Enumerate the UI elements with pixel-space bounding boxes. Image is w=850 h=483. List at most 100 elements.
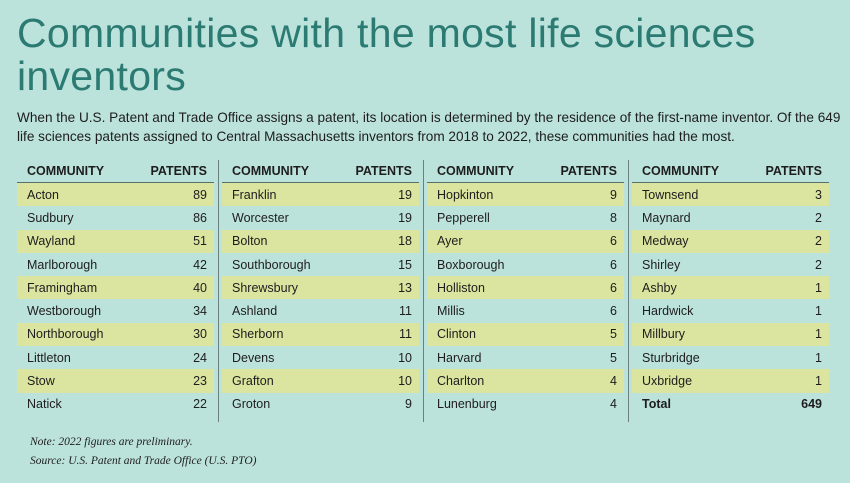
patents-cell: 649 — [801, 397, 822, 412]
table-header: COMMUNITY PATENTS — [17, 160, 214, 183]
table-row: Franklin 19 — [222, 183, 419, 207]
table-group: COMMUNITY PATENTS Hopkinton 9 Pepperell 8 Ayer… — [427, 160, 624, 416]
table-row: Sherborn 11 — [222, 322, 419, 347]
patents-cell: 9 — [405, 397, 412, 412]
table-row: Lunenburg 4 — [427, 393, 624, 416]
community-cell: Ashland — [232, 304, 278, 319]
patents-cell: 40 — [193, 280, 207, 295]
table-row: Millbury 1 — [632, 322, 829, 347]
community-cell: Franklin — [232, 187, 277, 202]
source-text: Source: U.S. Patent and Trade Office (U.… — [30, 455, 257, 467]
patents-cell: 10 — [398, 350, 412, 365]
total-row: Total 649 — [632, 393, 829, 416]
table-row: Maynard 2 — [632, 206, 829, 229]
table-row: Harvard 5 — [427, 346, 624, 369]
table-group: COMMUNITY PATENTS Townsend 3 Maynard 2 Medway 2… — [632, 160, 829, 416]
patents-cell: 2 — [815, 257, 822, 272]
community-cell: Charlton — [437, 374, 485, 389]
table-row: Ashland 11 — [222, 299, 419, 322]
community-cell: Clinton — [437, 327, 476, 342]
table-row: Pepperell 8 — [427, 206, 624, 229]
patents-cell: 22 — [193, 397, 207, 412]
patents-cell: 86 — [193, 210, 207, 225]
patents-cell: 19 — [398, 210, 412, 225]
community-cell: Northborough — [27, 327, 104, 342]
table-row: Shirley 2 — [632, 253, 829, 276]
patents-cell: 4 — [610, 374, 617, 389]
table-row: Charlton 4 — [427, 369, 624, 393]
table-row: Townsend 3 — [632, 183, 829, 207]
community-cell: Ashby — [642, 280, 677, 295]
community-cell: Ayer — [437, 234, 463, 249]
table-row: Medway 2 — [632, 229, 829, 253]
community-cell: Harvard — [437, 350, 482, 365]
intro-text: When the U.S. Patent and Trade Office as… — [17, 110, 841, 144]
table-row: Sturbridge 1 — [632, 346, 829, 369]
patents-cell: 42 — [193, 257, 207, 272]
community-cell: Bolton — [232, 234, 268, 249]
table-row: Clinton 5 — [427, 322, 624, 347]
patents-cell: 1 — [815, 350, 822, 365]
patents-cell: 24 — [193, 350, 207, 365]
table-row: Bolton 18 — [222, 229, 419, 253]
patents-table: COMMUNITY PATENTS Acton 89 Sudbury 86 Wayland 5… — [17, 160, 829, 422]
column-divider — [628, 160, 629, 422]
patents-cell: 2 — [815, 234, 822, 249]
patents-cell: 51 — [193, 234, 207, 249]
header-patents: PATENTS — [560, 164, 617, 178]
patents-cell: 11 — [399, 304, 412, 319]
header-community: COMMUNITY — [232, 164, 310, 178]
table-row: Devens 10 — [222, 346, 419, 369]
table-row: Hopkinton 9 — [427, 183, 624, 207]
table-group: COMMUNITY PATENTS Franklin 19 Worcester 19 Bol… — [222, 160, 419, 416]
table-row: Acton 89 — [17, 183, 214, 207]
community-cell: Millis — [437, 304, 465, 319]
table-row: Littleton 24 — [17, 346, 214, 369]
community-cell: Sherborn — [232, 327, 284, 342]
patents-cell: 10 — [398, 374, 412, 389]
patents-cell: 1 — [815, 327, 822, 342]
community-cell: Townsend — [642, 187, 699, 202]
community-cell: Boxborough — [437, 257, 505, 272]
community-cell: Framingham — [27, 280, 98, 295]
table-row: Grafton 10 — [222, 369, 419, 393]
table-row: Natick 22 — [17, 393, 214, 416]
table-row: Shrewsbury 13 — [222, 276, 419, 300]
table-group: COMMUNITY PATENTS Acton 89 Sudbury 86 Wayland 5… — [17, 160, 214, 416]
community-cell: Natick — [27, 397, 62, 412]
patents-cell: 5 — [610, 350, 617, 365]
community-cell: Maynard — [642, 210, 691, 225]
table-row: Stow 23 — [17, 369, 214, 393]
header-patents: PATENTS — [765, 164, 822, 178]
community-cell: Groton — [232, 397, 271, 412]
community-cell: Southborough — [232, 257, 311, 272]
patents-cell: 30 — [193, 327, 207, 342]
patents-cell: 6 — [610, 280, 617, 295]
community-cell: Uxbridge — [642, 374, 693, 389]
patents-cell: 6 — [610, 234, 617, 249]
patents-cell: 89 — [193, 187, 207, 202]
community-cell: Littleton — [27, 350, 71, 365]
community-cell: Shrewsbury — [232, 280, 298, 295]
table-header: COMMUNITY PATENTS — [222, 160, 419, 183]
patents-cell: 1 — [815, 374, 822, 389]
community-cell: Wayland — [27, 234, 76, 249]
community-cell: Medway — [642, 234, 689, 249]
patents-cell: 23 — [193, 374, 207, 389]
community-cell: Millbury — [642, 327, 686, 342]
patents-cell: 15 — [398, 257, 412, 272]
community-cell: Sudbury — [27, 210, 74, 225]
table-row: Uxbridge 1 — [632, 369, 829, 393]
community-cell: Worcester — [232, 210, 289, 225]
table-header: COMMUNITY PATENTS — [632, 160, 829, 183]
patents-cell: 34 — [193, 304, 207, 319]
table-row: Marlborough 42 — [17, 253, 214, 276]
patents-cell: 3 — [815, 187, 822, 202]
header-community: COMMUNITY — [642, 164, 720, 178]
community-cell: Devens — [232, 350, 275, 365]
patents-cell: 1 — [815, 280, 822, 295]
table-row: Groton 9 — [222, 393, 419, 416]
patents-cell: 13 — [398, 280, 412, 295]
community-cell: Sturbridge — [642, 350, 700, 365]
community-cell: Shirley — [642, 257, 681, 272]
